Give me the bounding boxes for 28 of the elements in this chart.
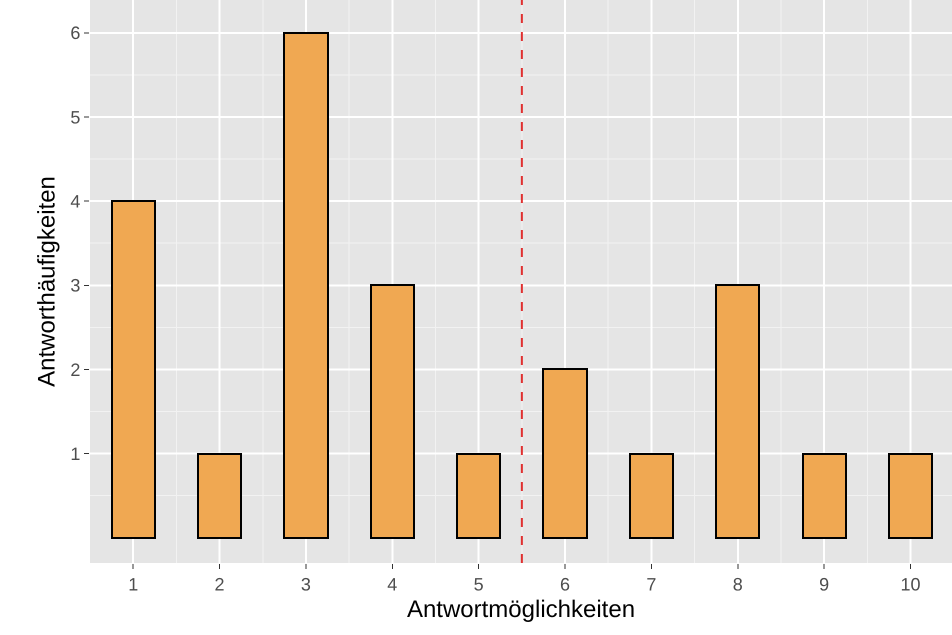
y-tick-label: 3: [70, 276, 80, 296]
x-tick-label: 9: [819, 574, 830, 595]
bar: [197, 453, 242, 539]
y-tick-label: 5: [70, 107, 80, 128]
x-tick-label: 7: [646, 574, 656, 595]
bar: [715, 284, 760, 539]
bar: [542, 368, 588, 539]
x-tick-label: 8: [732, 574, 743, 595]
bar: [111, 200, 156, 539]
bar: [370, 284, 415, 539]
x-tick-label: 6: [560, 574, 570, 595]
bar: [283, 32, 329, 539]
y-tick-label: 1: [70, 444, 80, 464]
x-tick-label: 5: [474, 574, 484, 595]
y-axis-title: Antworthäufigkeiten: [33, 176, 60, 387]
bar: [888, 453, 933, 539]
x-tick-label: 2: [214, 574, 225, 595]
y-tick-label: 6: [70, 23, 80, 44]
x-axis-title: Antwortmöglichkeiten: [406, 596, 636, 623]
bar: [629, 453, 674, 539]
y-tick-label: 4: [70, 191, 80, 212]
bar: [802, 453, 847, 539]
x-tick-label: 3: [300, 574, 311, 595]
x-tick-label: 4: [387, 574, 398, 595]
x-tick-label: 10: [900, 574, 921, 595]
x-tick-label: 1: [128, 574, 138, 595]
bar: [456, 453, 501, 539]
y-tick-label: 2: [70, 360, 80, 380]
